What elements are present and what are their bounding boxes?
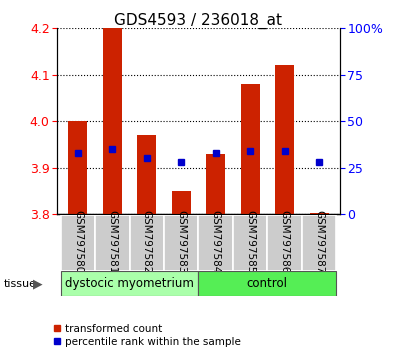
Bar [206, 154, 225, 214]
Text: dystocic myometrium: dystocic myometrium [65, 277, 194, 290]
Text: GSM797581: GSM797581 [107, 210, 117, 273]
Bar [267, 215, 302, 271]
Bar [241, 84, 260, 214]
Bar [310, 213, 329, 214]
Text: GSM797580: GSM797580 [73, 210, 83, 273]
Bar [61, 215, 95, 271]
Bar [275, 65, 294, 214]
Text: GSM797583: GSM797583 [176, 210, 186, 273]
Text: ▶: ▶ [33, 278, 42, 291]
Text: GSM797586: GSM797586 [280, 210, 290, 273]
Bar [199, 215, 233, 271]
Text: GSM797587: GSM797587 [314, 210, 324, 273]
Bar [103, 28, 122, 214]
Bar [233, 215, 267, 271]
Text: control: control [247, 277, 288, 290]
Bar [164, 215, 199, 271]
Text: GSM797585: GSM797585 [245, 210, 255, 273]
Text: GSM797584: GSM797584 [211, 210, 221, 273]
Text: GSM797582: GSM797582 [142, 210, 152, 273]
Bar [68, 121, 87, 214]
Bar [199, 271, 336, 296]
Legend: transformed count, percentile rank within the sample: transformed count, percentile rank withi… [53, 324, 241, 347]
Bar [61, 271, 199, 296]
Bar [95, 215, 130, 271]
Text: GDS4593 / 236018_at: GDS4593 / 236018_at [113, 12, 282, 29]
Text: tissue: tissue [4, 279, 37, 289]
Bar [302, 215, 336, 271]
Bar [130, 215, 164, 271]
Bar [137, 135, 156, 214]
Bar [172, 191, 191, 214]
